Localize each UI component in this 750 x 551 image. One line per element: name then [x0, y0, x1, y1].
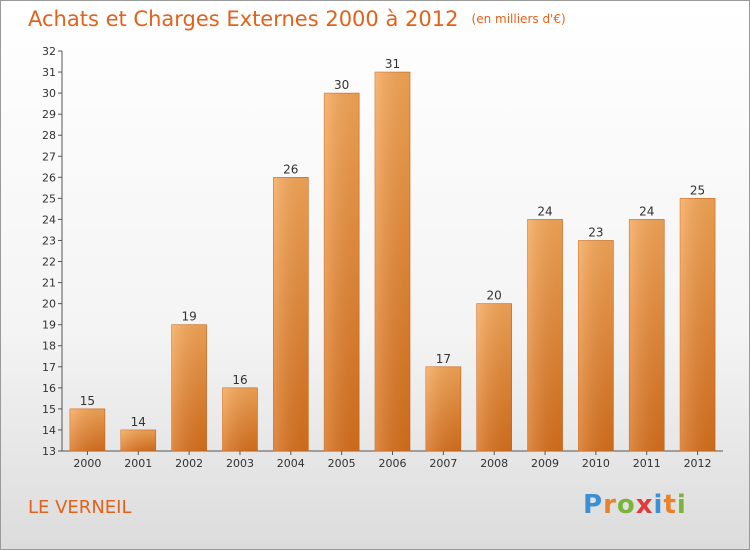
y-tick-label: 21 — [42, 277, 56, 290]
value-label-2008: 20 — [487, 289, 502, 303]
logo-letter: t — [663, 490, 677, 520]
axes: 13 14 15 16 17 18 19 20 21 22 23 24 25 26 27 28 29 30 31 32… — [42, 45, 723, 470]
x-tick-label: 2002 — [175, 457, 203, 470]
value-label-2005: 30 — [334, 78, 349, 92]
x-tick-label: 2008 — [480, 457, 508, 470]
x-tick-label: 2006 — [379, 457, 407, 470]
y-tick-label: 23 — [42, 234, 56, 247]
x-tick-label: 2000 — [73, 457, 101, 470]
bar-2012 — [679, 198, 716, 452]
value-label-2012: 25 — [690, 183, 705, 197]
bar-2005 — [323, 92, 360, 452]
value-label-2009: 24 — [537, 204, 552, 218]
y-tick-label: 31 — [42, 66, 56, 79]
bar-2010 — [578, 240, 614, 452]
y-tick-label: 18 — [42, 340, 56, 353]
x-tick-label: 2001 — [124, 457, 152, 470]
bars — [69, 71, 716, 452]
chart-subtitle: (en milliers d'€) — [471, 12, 566, 26]
value-label-2011: 24 — [639, 204, 654, 218]
y-tick-label: 16 — [42, 382, 56, 395]
x-tick-label: 2012 — [684, 457, 712, 470]
value-label-2004: 26 — [283, 162, 298, 176]
bar-2008 — [476, 303, 512, 452]
x-tick-label: 2007 — [429, 457, 457, 470]
logo-letter: x — [635, 490, 654, 520]
location-name: LE VERNEIL — [28, 497, 132, 518]
bar-2004 — [273, 177, 309, 452]
bar-2001 — [120, 429, 157, 452]
bar-2006 — [374, 71, 411, 452]
y-tick-label: 17 — [42, 361, 56, 374]
proxiti-logo: Proxiti — [583, 490, 687, 520]
bar-2002 — [171, 324, 207, 452]
bar-2011 — [628, 219, 665, 452]
y-tick-label: 19 — [42, 319, 56, 332]
value-label-2007: 17 — [436, 352, 451, 366]
bar-2009 — [527, 219, 563, 452]
value-label-2000: 15 — [80, 394, 95, 408]
title-row: Achats et Charges Externes 2000 à 2012 (… — [28, 7, 566, 31]
logo-letter: r — [603, 490, 617, 520]
x-tick-label: 2003 — [226, 457, 254, 470]
value-label-2003: 16 — [232, 373, 247, 387]
y-tick-label: 15 — [42, 403, 56, 416]
y-tick-label: 29 — [42, 108, 56, 121]
logo-letter: i — [653, 490, 664, 520]
bar-2000 — [69, 408, 106, 452]
y-tick-label: 24 — [42, 213, 56, 226]
x-tick-label: 2009 — [531, 457, 559, 470]
bar-2003 — [222, 387, 258, 452]
value-labels: 15 14 19 16 26 30 31 17 20 24 23 24 25 — [80, 57, 705, 429]
chart-title: Achats et Charges Externes 2000 à 2012 — [28, 7, 459, 31]
y-tick-label: 26 — [42, 171, 56, 184]
y-tick-label: 13 — [42, 445, 56, 458]
x-tick-label: 2010 — [582, 457, 610, 470]
x-tick-label: 2005 — [328, 457, 356, 470]
logo-letter: o — [616, 490, 636, 520]
value-label-2006: 31 — [385, 57, 400, 71]
x-tick-label: 2004 — [277, 457, 305, 470]
y-tick-label: 25 — [42, 192, 56, 205]
y-tick-label: 30 — [42, 87, 56, 100]
value-label-2010: 23 — [588, 225, 603, 239]
y-tick-label: 22 — [42, 256, 56, 269]
x-tick-label: 2011 — [633, 457, 661, 470]
y-tick-label: 20 — [42, 298, 56, 311]
value-label-2001: 14 — [131, 415, 146, 429]
y-tick-label: 14 — [42, 424, 56, 437]
y-tick-label: 27 — [42, 150, 56, 163]
value-label-2002: 19 — [181, 310, 196, 324]
logo-letter: P — [583, 490, 604, 520]
bar-2007 — [425, 366, 462, 452]
y-tick-label: 28 — [42, 129, 56, 142]
y-tick-label: 32 — [42, 45, 56, 58]
logo-letter: i — [676, 490, 687, 520]
